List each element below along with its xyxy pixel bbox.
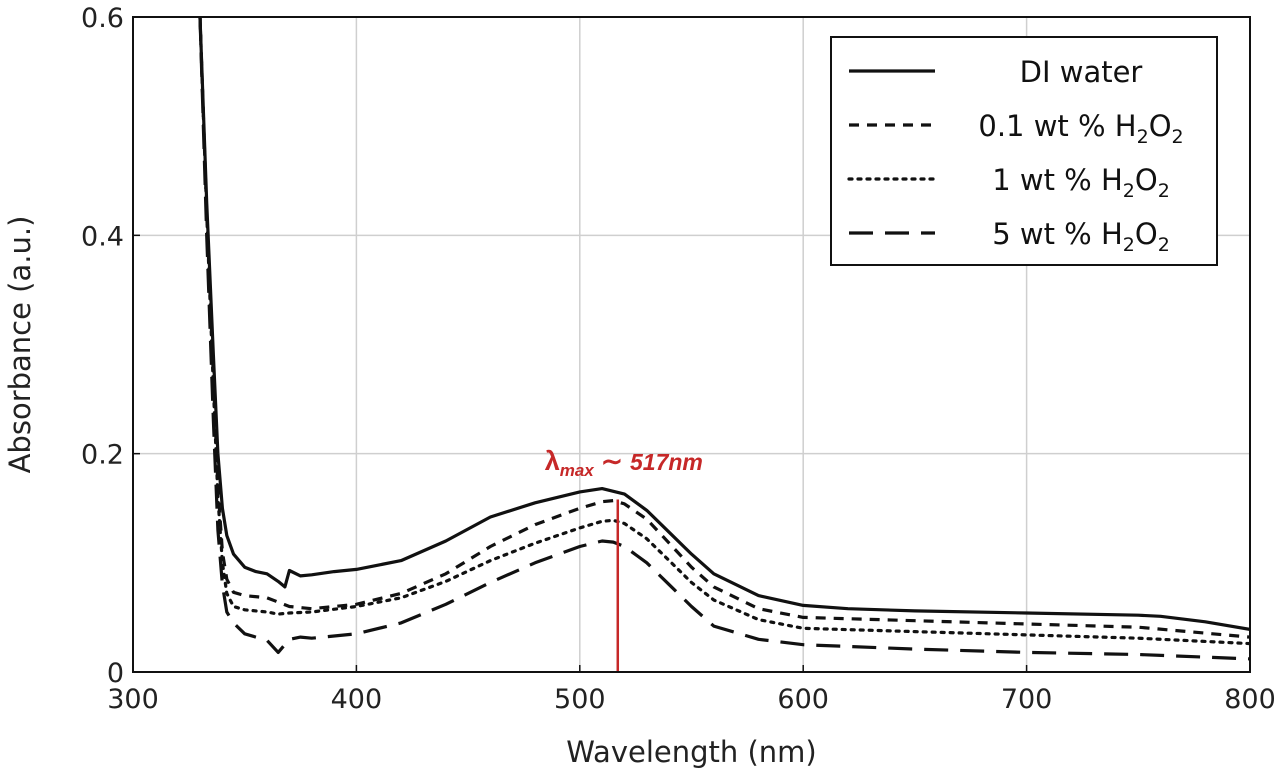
series-line-0	[198, 17, 1250, 631]
legend-label-1: 0.1 wt % H2O2	[978, 109, 1183, 148]
x-tick-label-5: 800	[1224, 684, 1276, 715]
y-axis-ticks: 0 0.2 0.4 0.6	[81, 3, 140, 689]
legend-label-0: DI water	[1020, 55, 1143, 89]
y-tick-label-0: 0	[107, 658, 124, 689]
lambda-max-label: λmax ∼ 517nm	[545, 446, 703, 480]
legend: DI water 0.1 wt % H2O2 1 wt % H2O2 5 wt % H…	[830, 36, 1218, 266]
series-lines	[198, 17, 1250, 661]
series-line-1	[198, 17, 1250, 639]
x-tick-label-4: 700	[1001, 684, 1053, 715]
x-axis-ticks: 300 400 500 600 700 800	[107, 665, 1276, 715]
legend-label-3: 5 wt % H2O2	[992, 217, 1170, 256]
legend-label-2: 1 wt % H2O2	[992, 163, 1170, 202]
x-tick-label-3: 600	[777, 684, 829, 715]
x-tick-label-1: 400	[331, 684, 383, 715]
y-tick-label-2: 0.4	[81, 221, 124, 252]
legend-box	[830, 36, 1218, 266]
series-line-3	[198, 17, 1250, 661]
series-line-2	[198, 17, 1250, 646]
x-axis-label: Wavelength (nm)	[566, 735, 817, 769]
y-tick-label-1: 0.2	[81, 440, 124, 471]
plot-frame	[132, 16, 1251, 673]
annotation: λmax ∼ 517nm	[545, 446, 703, 672]
x-tick-label-0: 300	[107, 684, 159, 715]
y-axis-label: Absorbance (a.u.)	[3, 216, 37, 474]
y-tick-label-3: 0.6	[81, 3, 124, 34]
x-tick-label-2: 500	[554, 684, 606, 715]
